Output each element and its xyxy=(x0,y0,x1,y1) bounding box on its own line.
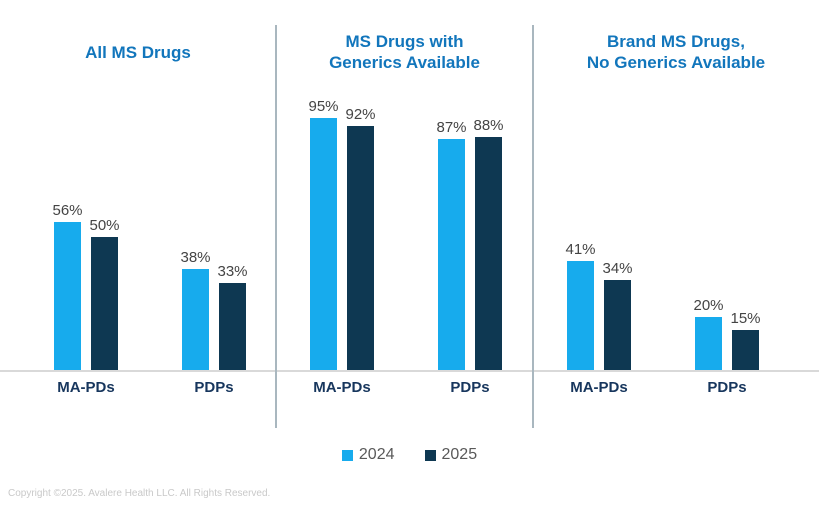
category-label-pdps: PDPs xyxy=(450,379,490,396)
bar-value-label: 33% xyxy=(217,263,248,280)
bar-value-label: 15% xyxy=(730,310,761,327)
bar-group-pdps: 20% 15% xyxy=(693,297,761,370)
x-axis-line xyxy=(533,370,819,372)
bar-2025-ma-pds: 92% xyxy=(345,106,376,370)
bar-value-label: 50% xyxy=(89,217,120,234)
chart-panels: All MS Drugs 56% 50% MA-PDs 38% 33% PDPs MS D… xyxy=(0,0,819,432)
panel-title: Brand MS Drugs, No Generics Available xyxy=(586,32,766,72)
bar-2024-ma-pds: 41% xyxy=(565,241,596,370)
category-label-ma-pds: MA-PDs xyxy=(313,379,371,396)
legend-swatch-2025 xyxy=(424,449,436,461)
panel-divider xyxy=(275,25,277,428)
bar-value-label: 88% xyxy=(473,117,504,134)
bar-2024-ma-pds: 95% xyxy=(308,98,339,370)
legend-item-2025: 2025 xyxy=(424,446,478,464)
bar-value-label: 56% xyxy=(52,202,83,219)
panel-title: MS Drugs with Generics Available xyxy=(329,32,480,72)
bar-group-ma-pds: 95% 92% xyxy=(308,98,376,370)
bar-2024-pdps: 87% xyxy=(436,119,467,370)
bar-2025-ma-pds: 34% xyxy=(602,260,633,370)
copyright-text: Copyright ©2025. Avalere Health LLC. All… xyxy=(8,488,271,499)
bar-value-label: 38% xyxy=(180,249,211,266)
x-axis-line xyxy=(0,370,276,372)
category-label-ma-pds: MA-PDs xyxy=(57,379,115,396)
bar-2025-ma-pds: 50% xyxy=(89,217,120,370)
panel-divider xyxy=(532,25,534,428)
bar-value-label: 92% xyxy=(345,106,376,123)
legend-item-2024: 2024 xyxy=(341,446,395,464)
x-axis-line xyxy=(276,370,533,372)
category-label-pdps: PDPs xyxy=(194,379,234,396)
bar-value-label: 34% xyxy=(602,260,633,277)
legend-label: 2024 xyxy=(358,446,395,463)
panel-all-ms-drugs: All MS Drugs 56% 50% MA-PDs 38% 33% PDPs xyxy=(0,0,276,432)
bar-2025-pdps: 15% xyxy=(730,310,761,370)
panel-brand-ms-drugs: Brand MS Drugs, No Generics Available 41… xyxy=(533,0,819,432)
bar-value-label: 87% xyxy=(436,119,467,136)
bar-2024-ma-pds: 56% xyxy=(52,202,83,370)
bar-value-label: 20% xyxy=(693,297,724,314)
bar-2025-pdps: 88% xyxy=(473,117,504,370)
legend-swatch-2024 xyxy=(341,449,353,461)
panel-ms-drugs-generics: MS Drugs with Generics Available 95% 92% M… xyxy=(276,0,533,432)
category-label-pdps: PDPs xyxy=(707,379,747,396)
bar-value-label: 95% xyxy=(308,98,339,115)
legend: 2024 2025 xyxy=(0,444,819,466)
bar-2024-pdps: 38% xyxy=(180,249,211,370)
bar-group-ma-pds: 41% 34% xyxy=(565,241,633,370)
legend-label: 2025 xyxy=(441,446,478,463)
panel-title: All MS Drugs xyxy=(85,42,191,62)
category-label-ma-pds: MA-PDs xyxy=(570,379,628,396)
bar-2024-pdps: 20% xyxy=(693,297,724,370)
bar-group-ma-pds: 56% 50% xyxy=(52,202,120,370)
bar-group-pdps: 38% 33% xyxy=(180,249,248,370)
bar-group-pdps: 87% 88% xyxy=(436,117,504,370)
bar-value-label: 41% xyxy=(565,241,596,258)
bar-2025-pdps: 33% xyxy=(217,263,248,370)
